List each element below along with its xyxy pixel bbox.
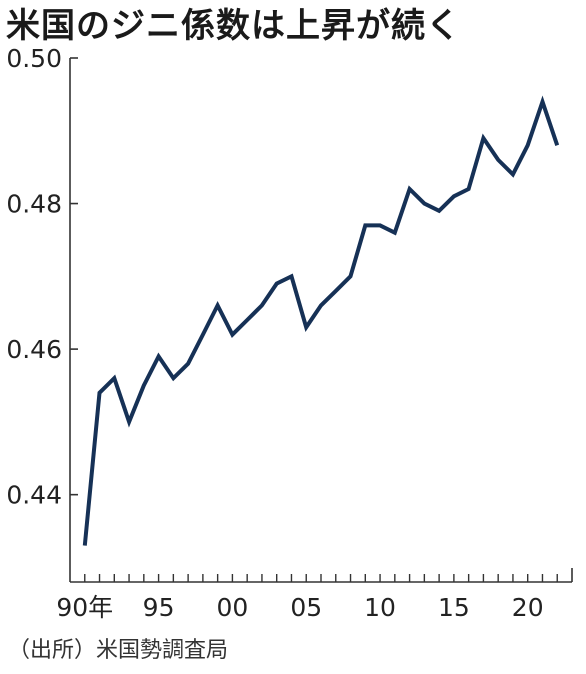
x-tick-label: 05 bbox=[290, 593, 322, 622]
y-tick-label: 0.46 bbox=[6, 335, 62, 364]
x-tick-label: 90年 bbox=[56, 593, 113, 622]
y-tick-label: 0.48 bbox=[6, 190, 62, 219]
gini-series-line bbox=[82, 95, 560, 546]
y-tick-label: 0.50 bbox=[6, 44, 62, 73]
source-note: （出所）米国勢調査局 bbox=[8, 638, 229, 663]
chart-title: 米国のジニ係数は上昇が続く bbox=[6, 6, 461, 46]
x-tick-label: 95 bbox=[143, 593, 175, 622]
y-tick-label: 0.44 bbox=[6, 481, 62, 510]
x-tick-label: 00 bbox=[217, 593, 249, 622]
x-tick-label: 15 bbox=[438, 593, 470, 622]
x-tick-label: 10 bbox=[364, 593, 396, 622]
x-tick-label: 20 bbox=[512, 593, 544, 622]
